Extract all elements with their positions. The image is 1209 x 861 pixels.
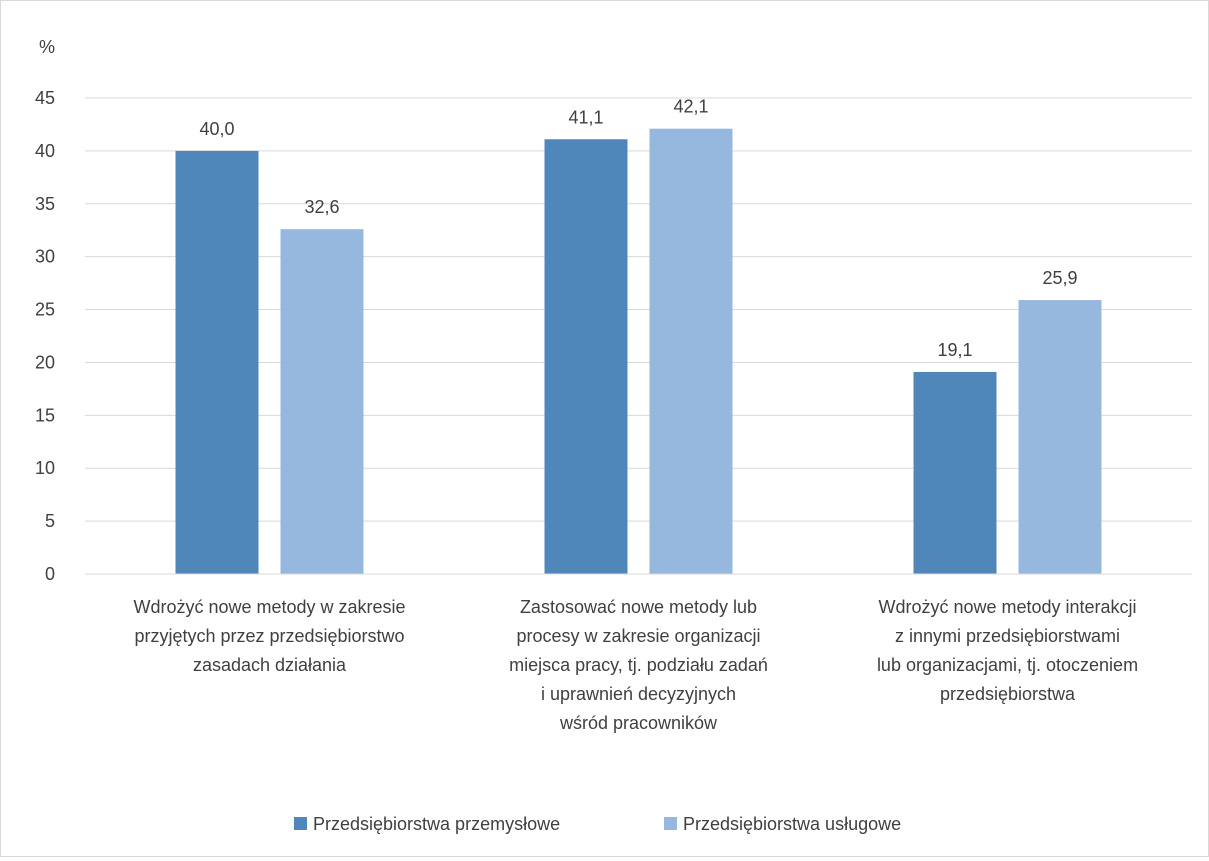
- y-tick-label: 25: [35, 300, 55, 320]
- legend-label: Przedsiębiorstwa przemysłowe: [313, 814, 560, 834]
- category-label-line: Zastosować nowe metody lub: [520, 597, 757, 617]
- bar: [280, 229, 364, 575]
- y-tick-label: 5: [45, 511, 55, 531]
- y-tick-label: 20: [35, 352, 55, 372]
- category-label-line: przyjętych przez przedsiębiorstwo: [134, 626, 404, 646]
- y-tick-label: 10: [35, 458, 55, 478]
- legend-swatch: [294, 817, 307, 830]
- data-label: 32,6: [304, 197, 339, 217]
- data-label: 19,1: [937, 340, 972, 360]
- y-axis-unit-label: %: [39, 37, 55, 57]
- category-label-line: i uprawnień decyzyjnych: [541, 684, 736, 704]
- category-label-line: lub organizacjami, tj. otoczeniem: [877, 655, 1138, 675]
- data-labels: 40,0 41,1 19,1 32,6 42,1 25,9: [199, 97, 1077, 360]
- bar: [175, 150, 259, 574]
- y-tick-label: 35: [35, 194, 55, 214]
- legend: Przedsiębiorstwa przemysłowe Przedsiębior…: [294, 814, 901, 834]
- legend-swatch: [664, 817, 677, 830]
- y-tick-label: 15: [35, 405, 55, 425]
- bar: [913, 371, 997, 574]
- y-axis-ticks: 0 5 10 15 20 25 30 35 40 45: [35, 88, 55, 584]
- y-tick-label: 45: [35, 88, 55, 108]
- bar: [649, 128, 733, 575]
- gridlines: [85, 97, 1192, 522]
- category-label-line: zasadach działania: [193, 655, 347, 675]
- category-labels: Wdrożyć nowe metody w zakresie przyjętych…: [133, 597, 1138, 733]
- data-label: 40,0: [199, 119, 234, 139]
- bar: [544, 139, 628, 574]
- bar: [1018, 300, 1102, 574]
- category-label-line: Wdrożyć nowe metody w zakresie: [133, 597, 405, 617]
- y-tick-label: 0: [45, 564, 55, 584]
- category-label-line: przedsiębiorstwa: [940, 684, 1076, 704]
- category-label-line: procesy w zakresie organizacji: [516, 626, 760, 646]
- category-label-line: miejsca pracy, tj. podziału zadań: [509, 655, 768, 675]
- data-label: 41,1: [568, 107, 603, 127]
- data-label: 42,1: [673, 97, 708, 117]
- y-tick-label: 40: [35, 141, 55, 161]
- bars: [175, 128, 1102, 575]
- category-label-line: Wdrożyć nowe metody interakcji: [878, 597, 1136, 617]
- y-tick-label: 30: [35, 247, 55, 267]
- category-label-line: wśród pracowników: [559, 713, 718, 733]
- data-label: 25,9: [1042, 268, 1077, 288]
- legend-label: Przedsiębiorstwa usługowe: [683, 814, 901, 834]
- category-label-line: z innymi przedsiębiorstwami: [895, 626, 1120, 646]
